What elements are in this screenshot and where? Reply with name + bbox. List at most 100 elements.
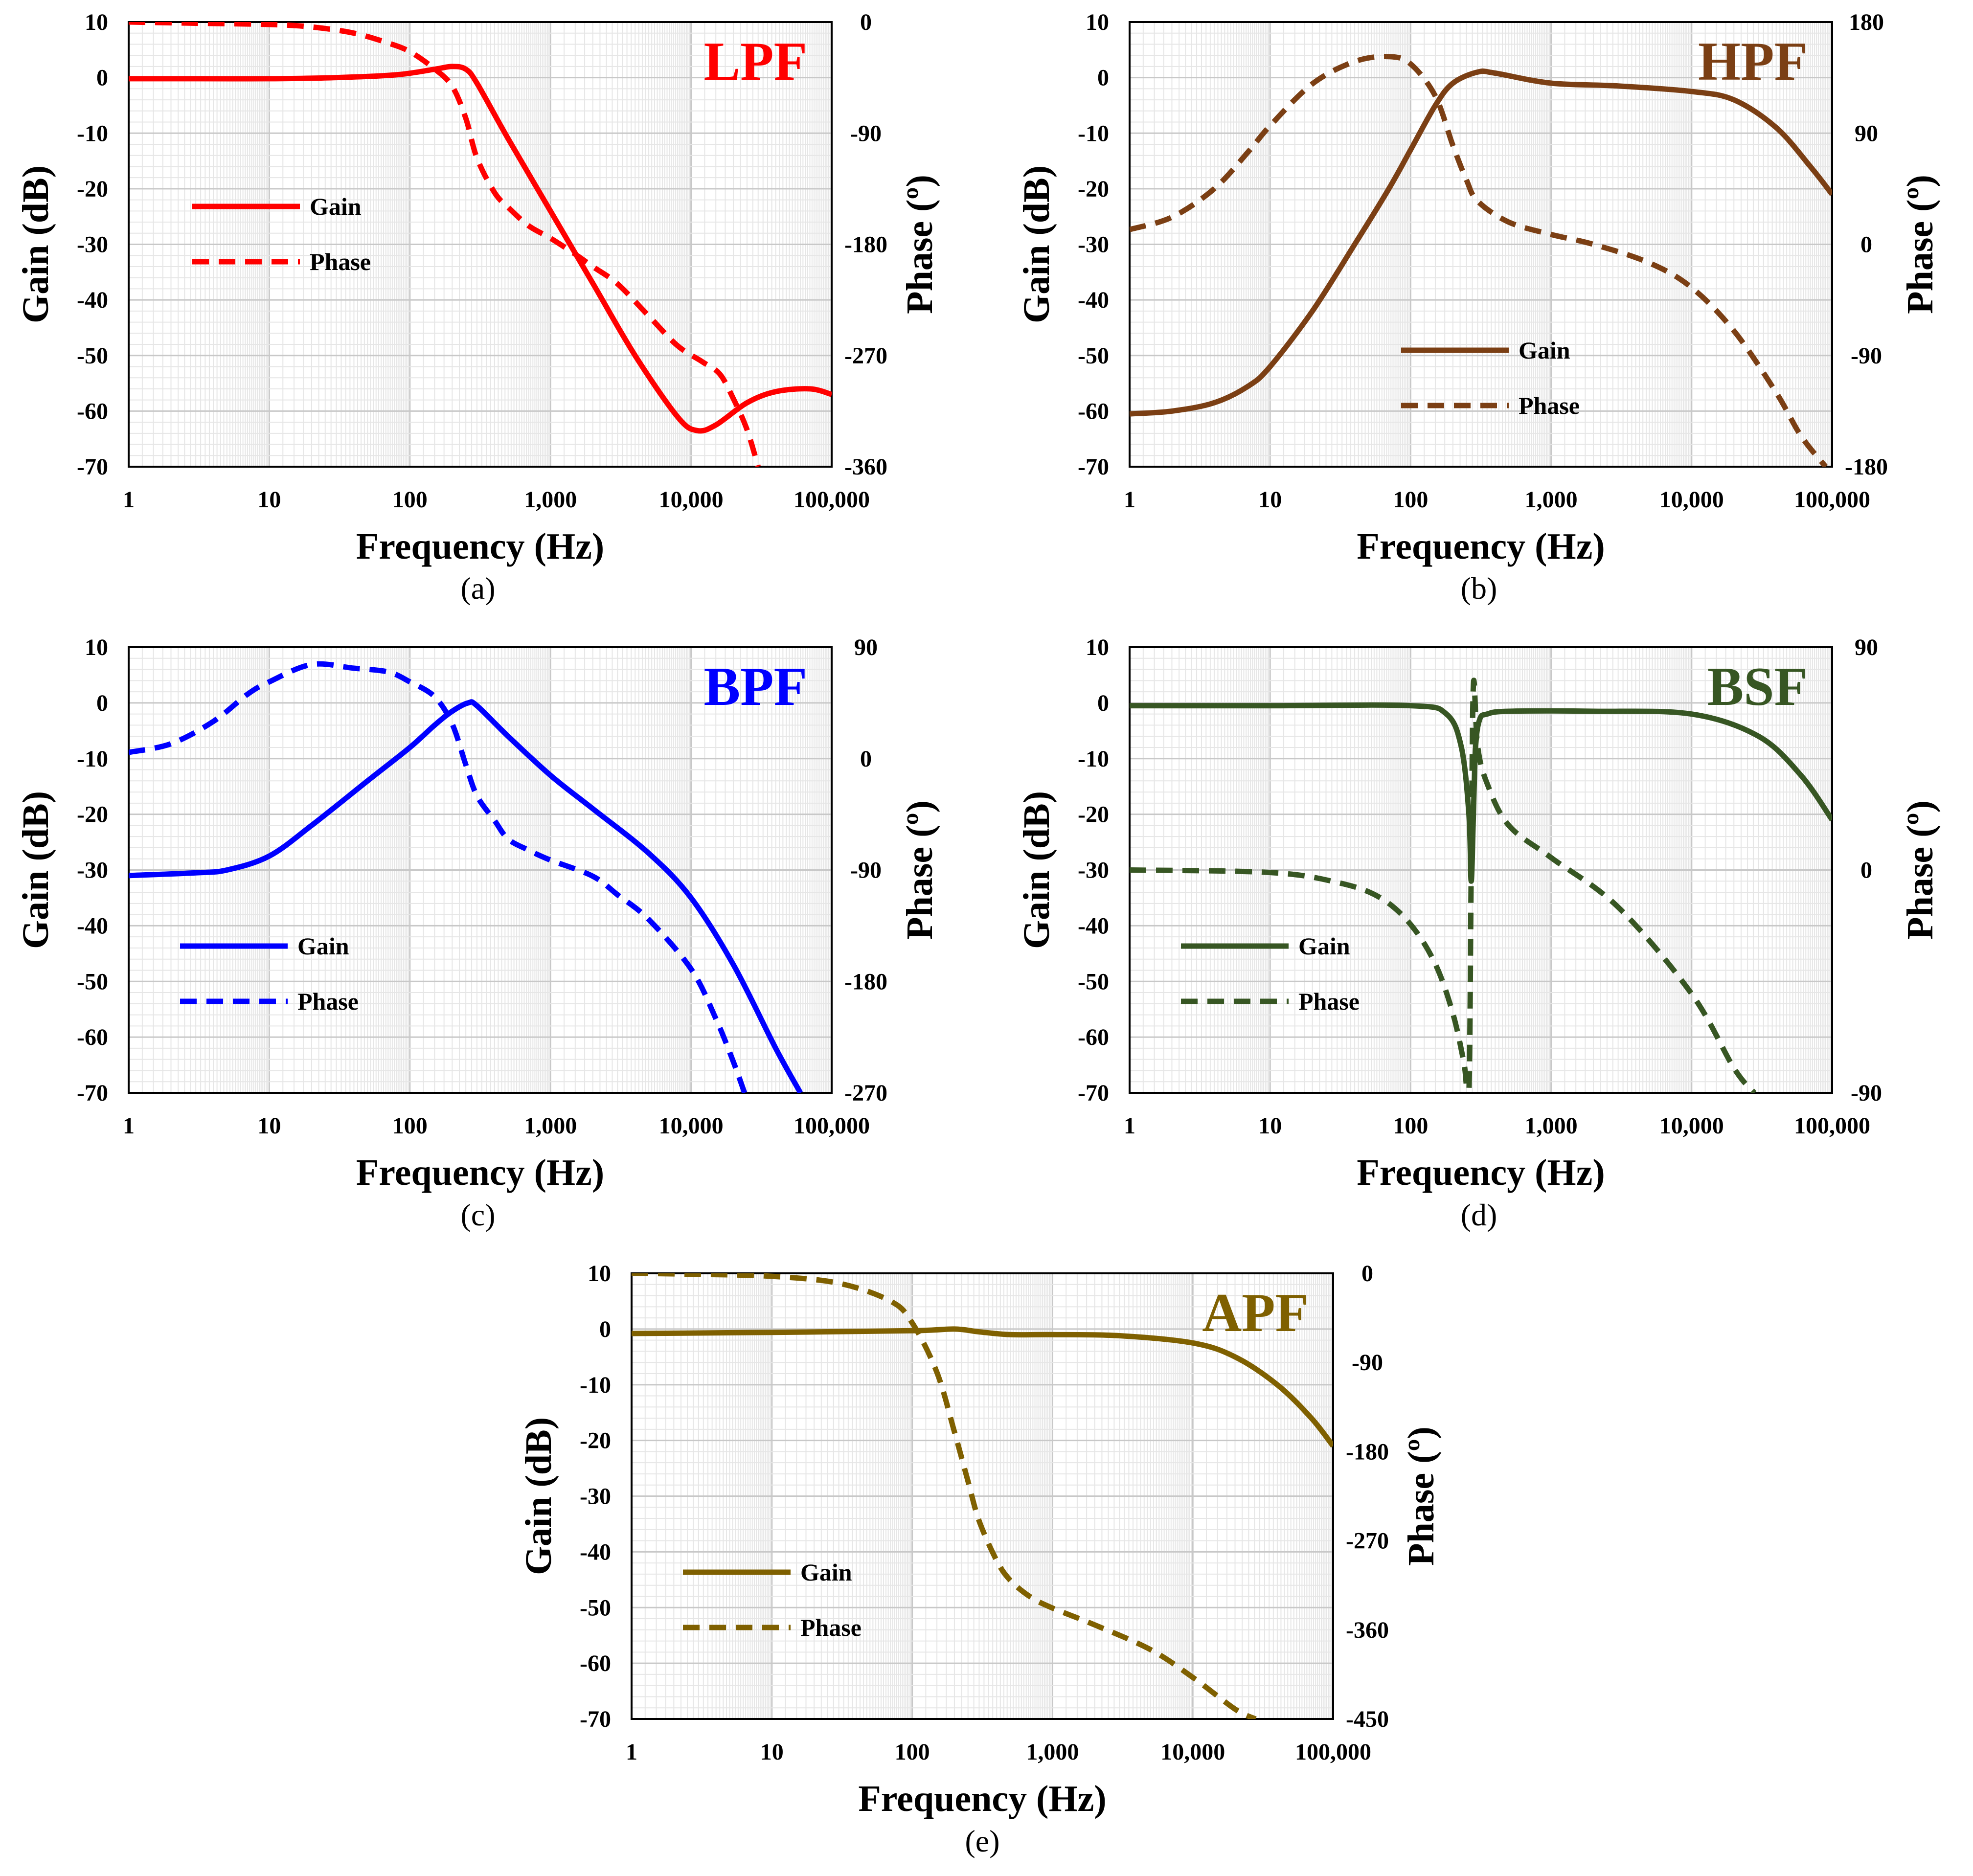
grid-lines <box>129 646 832 1094</box>
gain-tick-label: -70 <box>580 1706 611 1732</box>
panel-caption: (d) <box>1461 1198 1497 1232</box>
x-tick-label: 1,000 <box>1525 1113 1578 1139</box>
gain-tick-label: -20 <box>1078 802 1109 828</box>
gain-tick-label: 0 <box>96 690 108 716</box>
phase-tick-label: 90 <box>854 634 878 660</box>
right-axis-title: Phase (º) <box>899 800 940 940</box>
legend: Gain Phase <box>1181 932 1360 1015</box>
gain-tick-label: -40 <box>1078 287 1109 313</box>
gain-tick-label: 0 <box>1097 65 1109 91</box>
gain-tick-label: -10 <box>1078 120 1109 146</box>
right-axis-title: Phase (º) <box>899 175 940 314</box>
x-tick-label: 1 <box>1124 1113 1135 1139</box>
phase-tick-label: -270 <box>1346 1528 1389 1554</box>
gain-tick-label: 10 <box>1086 9 1109 35</box>
legend-gain-label: Gain <box>310 193 362 220</box>
phase-series-line <box>129 661 748 1093</box>
gain-series-line <box>129 64 832 434</box>
left-axis-title: Gain (dB) <box>15 165 56 323</box>
gain-tick-label: 0 <box>96 65 108 91</box>
series-group <box>1130 678 1832 1093</box>
legend-gain-label: Gain <box>1519 337 1570 364</box>
phase-tick-label: -360 <box>1346 1617 1389 1643</box>
x-axis-title: Frequency (Hz) <box>1357 526 1605 567</box>
gain-series-line <box>632 1326 1333 1448</box>
x-tick-label: 1,000 <box>1026 1739 1079 1765</box>
phase-tick-label: 0 <box>860 746 872 772</box>
filter-type-title: HPF <box>1698 31 1808 92</box>
grid-lines <box>1130 646 1832 1094</box>
phase-tick-label: -90 <box>1851 343 1882 369</box>
series-group <box>129 22 832 467</box>
legend-phase-label: Phase <box>800 1614 862 1641</box>
gain-series-line <box>1130 702 1832 884</box>
phase-tick-label: 90 <box>1855 120 1878 146</box>
phase-tick-label: 0 <box>1361 1261 1373 1287</box>
x-tick-label: 10 <box>1258 1113 1282 1139</box>
panel-caption: (c) <box>460 1198 495 1232</box>
legend: Gain Phase <box>180 932 359 1015</box>
x-axis-title: Frequency (Hz) <box>356 1152 604 1193</box>
plot-area-frame <box>631 1272 1334 1720</box>
gain-tick-label: 10 <box>85 634 108 660</box>
filter-type-title: BPF <box>703 656 807 717</box>
x-tick-label: 10 <box>760 1739 784 1765</box>
plot-area-frame <box>1129 21 1833 468</box>
phase-series-line <box>1130 678 1757 1093</box>
gain-tick-label: -70 <box>77 1080 108 1106</box>
gain-tick-label: -10 <box>580 1372 611 1398</box>
gain-tick-label: -60 <box>1078 398 1109 424</box>
right-axis-title: Phase (º) <box>1900 800 1941 940</box>
gain-series-line <box>1130 68 1832 417</box>
legend-phase-label: Phase <box>1519 392 1580 419</box>
left-axis-title: Gain (dB) <box>1016 791 1057 949</box>
gain-tick-label: -40 <box>580 1539 611 1565</box>
x-tick-label: 10,000 <box>659 487 724 513</box>
gain-tick-label: -60 <box>1078 1024 1109 1050</box>
x-tick-label: 10 <box>257 487 281 513</box>
gain-tick-label: 0 <box>1097 690 1109 716</box>
left-axis-title: Gain (dB) <box>1016 165 1057 323</box>
phase-tick-label: -90 <box>1851 1080 1882 1106</box>
phase-tick-label: 0 <box>860 9 872 35</box>
x-tick-label: 1 <box>123 487 135 513</box>
gain-tick-label: -50 <box>77 969 108 995</box>
x-tick-label: 100 <box>895 1739 930 1765</box>
gain-tick-label: -10 <box>77 746 108 772</box>
x-tick-label: 100 <box>392 487 428 513</box>
filter-type-title: BSF <box>1707 656 1808 717</box>
series-group <box>632 1273 1333 1719</box>
gain-tick-label: -30 <box>1078 232 1109 258</box>
gain-tick-label: -30 <box>1078 858 1109 883</box>
gain-tick-label: -10 <box>77 120 108 146</box>
gain-tick-label: -50 <box>1078 343 1109 369</box>
series-group <box>129 661 803 1093</box>
gain-tick-label: -40 <box>77 913 108 939</box>
plot-area-frame <box>128 646 833 1094</box>
series-group <box>1130 54 1832 467</box>
gain-tick-label: -40 <box>77 287 108 313</box>
x-tick-label: 1 <box>123 1113 135 1139</box>
gain-tick-label: -20 <box>77 176 108 202</box>
gain-tick-label: 10 <box>588 1261 611 1287</box>
phase-tick-label: -90 <box>850 120 882 146</box>
gain-tick-label: -70 <box>1078 1080 1109 1106</box>
legend: Gain Phase <box>683 1559 862 1641</box>
gain-tick-label: -70 <box>1078 454 1109 480</box>
legend-gain-label: Gain <box>1298 932 1350 960</box>
gain-tick-label: -30 <box>580 1484 611 1510</box>
phase-tick-label: -90 <box>850 858 882 883</box>
gain-tick-label: -30 <box>77 232 108 258</box>
phase-tick-label: -180 <box>1346 1439 1389 1465</box>
phase-tick-label: -180 <box>844 232 887 258</box>
gain-tick-label: -60 <box>77 1024 108 1050</box>
left-axis-title: Gain (dB) <box>15 791 56 949</box>
filter-type-title: LPF <box>703 31 807 92</box>
phase-tick-label: 180 <box>1849 9 1884 35</box>
gain-tick-label: -10 <box>1078 746 1109 772</box>
x-tick-label: 1,000 <box>1525 487 1578 513</box>
phase-tick-label: -180 <box>1845 454 1888 480</box>
phase-tick-label: 90 <box>1855 634 1878 660</box>
